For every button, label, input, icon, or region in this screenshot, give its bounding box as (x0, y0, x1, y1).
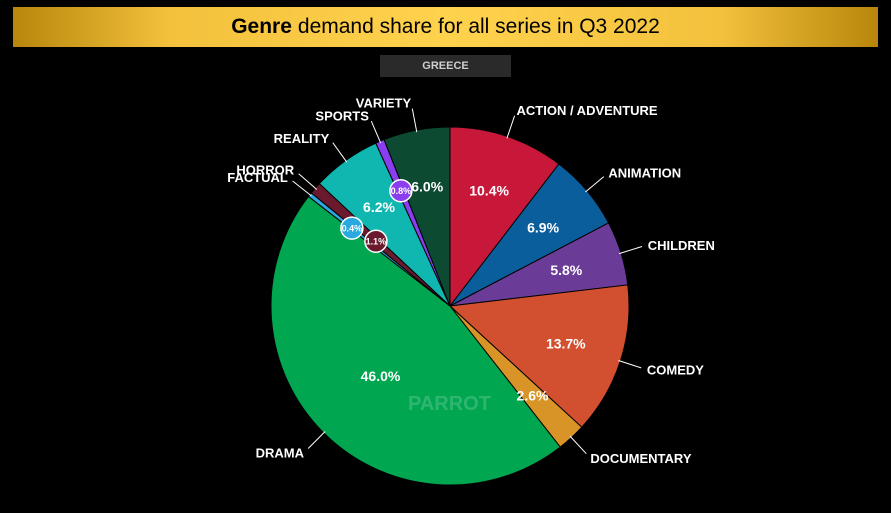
category-label-reality: REALITY (274, 131, 330, 146)
value-bubble-horror (364, 229, 388, 253)
pie-slices (270, 126, 630, 486)
leader-children (618, 246, 643, 255)
leader-drama (307, 431, 326, 449)
value-label-sports: 0.8% (391, 186, 412, 196)
chart-title: Genre demand share for all series in Q3 … (13, 7, 878, 47)
leader-reality (332, 142, 348, 163)
category-label-comedy: COMEDY (647, 363, 704, 378)
value-label-horror: 1.1% (366, 237, 387, 247)
value-label-action-adventure: 10.4% (469, 183, 509, 199)
leader-variety (411, 108, 418, 133)
leader-animation (585, 176, 605, 193)
value-label-variety: 6.0% (411, 178, 443, 194)
value-label-factual: 0.4% (342, 224, 363, 234)
value-label-children: 5.8% (550, 262, 582, 278)
value-label-drama: 46.0% (361, 368, 401, 384)
leader-horror (298, 173, 318, 190)
value-label-reality: 6.2% (363, 199, 395, 215)
category-label-variety: VARIETY (356, 96, 412, 111)
category-label-horror: HORROR (236, 163, 294, 178)
category-label-factual: FACTUAL (227, 170, 288, 185)
category-label-documentary: DOCUMENTARY (590, 451, 691, 466)
chart-title-bold: Genre (231, 15, 292, 38)
category-label-drama: DRAMA (256, 446, 305, 461)
chart-title-rest: demand share for all series in Q3 2022 (297, 15, 660, 38)
leader-documentary (569, 435, 587, 455)
leader-sports (370, 120, 382, 144)
leader-comedy (618, 360, 642, 369)
slice-labels: 10.4% ACTION / ADVENTURE 6.9% ANIMATION 5.8%… (227, 96, 715, 466)
leader-lines (292, 108, 643, 455)
category-label-sports: SPORTS (315, 109, 369, 124)
value-label-documentary: 2.6% (517, 387, 549, 403)
category-label-children: CHILDREN (648, 238, 715, 253)
category-label-action-adventure: ACTION / ADVENTURE (517, 103, 658, 118)
region-badge: GREECE (380, 55, 511, 77)
leader-factual (292, 180, 312, 197)
category-label-animation: ANIMATION (608, 166, 681, 181)
value-bubble-sports (389, 178, 413, 203)
value-label-comedy: 13.7% (546, 336, 586, 352)
watermark-text: PARROT (408, 393, 491, 415)
leader-action-adventure (506, 115, 516, 139)
value-label-animation: 6.9% (527, 220, 559, 236)
value-bubble-factual (340, 216, 364, 240)
